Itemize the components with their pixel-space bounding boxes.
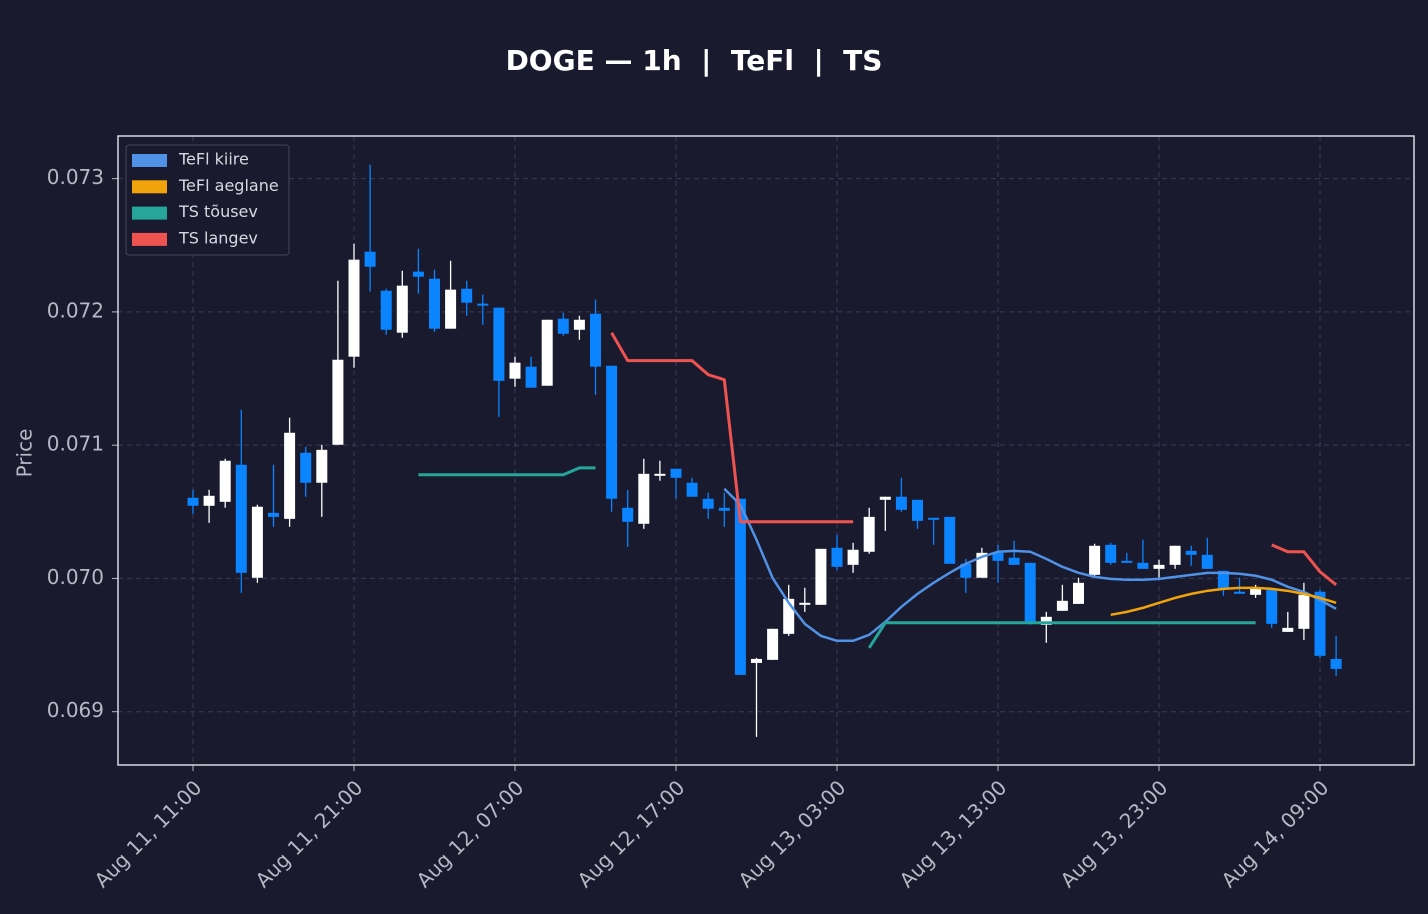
candle-body	[622, 507, 634, 522]
legend-label: TeFl aeglane	[178, 176, 279, 195]
candle-body	[718, 507, 730, 511]
candle-body	[300, 452, 312, 483]
candle-body	[477, 303, 489, 306]
candle-body	[380, 290, 392, 330]
candle-body	[1298, 594, 1310, 629]
candle-body	[461, 288, 473, 303]
candle-body	[799, 602, 811, 605]
legend-swatch	[132, 180, 167, 194]
candle-body	[1250, 587, 1262, 595]
candle-body	[251, 506, 263, 578]
indicator-line	[867, 621, 1256, 649]
candle-body	[557, 318, 569, 334]
legend-swatch	[132, 232, 167, 246]
candle-body	[767, 628, 779, 660]
candle-body	[1040, 616, 1052, 625]
candle-body	[928, 517, 940, 520]
candle-body	[734, 498, 746, 675]
candle-body	[590, 313, 601, 367]
legend-label: TS langev	[178, 228, 258, 247]
indicator-line	[1110, 586, 1337, 617]
candle-body	[187, 497, 199, 506]
legend-label: TS tõusev	[178, 202, 258, 221]
candle-body	[944, 516, 956, 564]
plot-area	[118, 136, 1414, 765]
candle-body	[525, 366, 537, 388]
candle-body	[203, 495, 215, 506]
candle-body	[1056, 600, 1068, 611]
candle-body	[815, 548, 827, 605]
legend-swatch	[132, 154, 167, 167]
candle-body	[493, 307, 505, 381]
legend: TeFl kiire TeFl aeglane TS tõusev TS langev	[125, 144, 290, 256]
plot-border	[117, 135, 1415, 766]
candle-body	[831, 547, 843, 567]
legend-box	[125, 144, 290, 256]
y-axis-label: Price	[13, 429, 37, 478]
candle-body	[364, 251, 376, 267]
candle-body	[332, 359, 344, 445]
legend-swatch	[132, 206, 167, 220]
y-tick-label: 0.073	[47, 165, 104, 189]
indicator-line	[418, 466, 596, 477]
candle-body	[1024, 562, 1036, 623]
candle-body	[573, 319, 585, 330]
candle-body	[638, 473, 650, 524]
candle-body	[783, 598, 795, 634]
candle-body	[1201, 554, 1213, 569]
candle-body	[396, 285, 408, 333]
indicator-line	[1271, 543, 1338, 586]
candle-body	[751, 658, 762, 663]
candle-body	[1266, 589, 1278, 624]
candle-body	[268, 512, 279, 517]
candle-body	[1185, 550, 1197, 555]
candle-body	[541, 319, 553, 386]
candle-body	[686, 482, 698, 497]
candle-body	[654, 473, 666, 476]
candle-body	[702, 498, 714, 509]
legend-label: TeFl kiire	[178, 150, 249, 169]
candle-body	[1153, 564, 1165, 569]
candle-body	[235, 464, 247, 573]
candle-body	[509, 362, 521, 379]
candle-body	[670, 468, 682, 478]
candle-body	[1008, 557, 1020, 565]
candle-body	[895, 496, 907, 510]
candle-body	[879, 496, 891, 500]
candle-body	[960, 563, 972, 578]
candle-body	[1234, 591, 1245, 594]
candle-body	[348, 259, 360, 357]
candle-body	[1169, 545, 1181, 565]
candle-body	[912, 499, 923, 521]
candle-body	[412, 271, 424, 277]
candle-body	[1282, 627, 1294, 632]
candle-body	[1314, 591, 1326, 656]
y-tick-label: 0.071	[47, 432, 104, 456]
indicator-line	[610, 331, 854, 524]
candle-body	[1089, 545, 1101, 575]
candle-body	[429, 278, 440, 329]
candle-body	[976, 552, 988, 578]
indicator-line	[723, 487, 1337, 643]
y-tick-label: 0.072	[47, 298, 104, 322]
candle-body	[863, 516, 875, 552]
candle-body	[606, 365, 618, 499]
candle-body	[1137, 562, 1149, 569]
candle-body	[445, 289, 457, 329]
candle-body	[316, 449, 328, 483]
candle-body	[1330, 658, 1342, 669]
chart-title: DOGE — 1h | TeFl | TS	[506, 44, 883, 77]
y-tick-label: 0.069	[47, 698, 104, 722]
candle-body	[1217, 570, 1229, 589]
candle-body	[1121, 560, 1133, 563]
candle-body	[219, 460, 231, 502]
y-tick-label: 0.070	[47, 565, 104, 589]
candle-body	[1105, 544, 1117, 563]
candle-body	[284, 432, 296, 519]
candle-body	[1073, 582, 1084, 604]
candle-body	[847, 549, 859, 565]
candle-body	[992, 552, 1004, 561]
